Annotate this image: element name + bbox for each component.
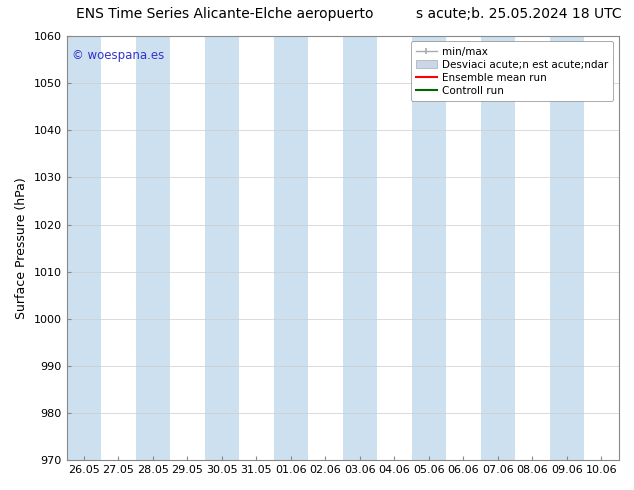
Text: © woespana.es: © woespana.es (72, 49, 164, 62)
Bar (273, 36, 308, 460)
Legend: min/max, Desviaci acute;n est acute;ndar, Ensemble mean run, Controll run: min/max, Desviaci acute;n est acute;ndar… (411, 41, 613, 101)
Text: s acute;b. 25.05.2024 18 UTC: s acute;b. 25.05.2024 18 UTC (416, 7, 621, 22)
Y-axis label: Surface Pressure (hPa): Surface Pressure (hPa) (15, 177, 28, 319)
Bar (205, 36, 239, 460)
Bar (550, 36, 584, 460)
Bar (136, 36, 170, 460)
Text: ENS Time Series Alicante-Elche aeropuerto: ENS Time Series Alicante-Elche aeropuert… (76, 7, 373, 22)
Bar (411, 36, 446, 460)
Bar (342, 36, 377, 460)
Bar (481, 36, 515, 460)
Bar (67, 36, 101, 460)
